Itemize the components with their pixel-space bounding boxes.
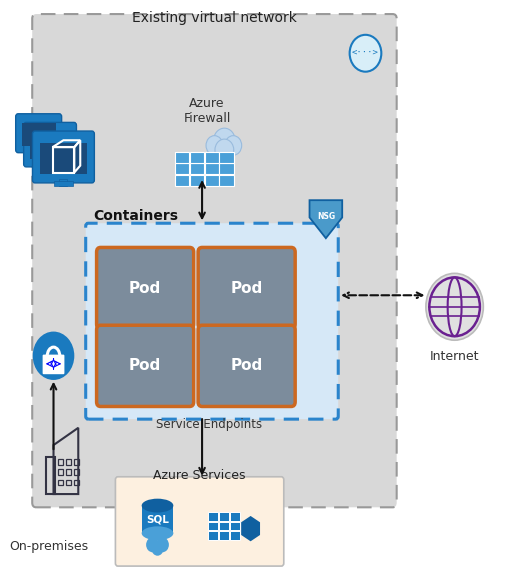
FancyBboxPatch shape [33,131,94,183]
FancyBboxPatch shape [189,175,204,186]
FancyBboxPatch shape [198,325,295,406]
FancyBboxPatch shape [97,325,194,406]
FancyBboxPatch shape [189,163,204,174]
FancyBboxPatch shape [219,175,234,186]
Circle shape [156,537,169,552]
FancyBboxPatch shape [230,531,240,540]
Text: Azure Services: Azure Services [153,468,246,482]
Circle shape [213,128,235,153]
Polygon shape [309,200,342,238]
FancyBboxPatch shape [205,175,219,186]
FancyBboxPatch shape [230,512,240,521]
FancyBboxPatch shape [230,522,240,530]
FancyBboxPatch shape [175,175,189,186]
Circle shape [146,537,159,552]
FancyBboxPatch shape [16,113,61,153]
FancyBboxPatch shape [205,152,219,163]
Text: Pod: Pod [129,281,161,295]
FancyBboxPatch shape [47,163,53,169]
Ellipse shape [142,499,173,512]
Circle shape [426,273,483,340]
Text: Internet: Internet [430,350,480,363]
FancyBboxPatch shape [86,223,338,419]
Text: SQL: SQL [146,514,169,525]
Text: Pod: Pod [231,281,263,295]
FancyBboxPatch shape [175,163,189,174]
Text: Existing virtual network: Existing virtual network [132,10,297,24]
Circle shape [151,542,164,556]
FancyBboxPatch shape [43,354,65,374]
Text: Pod: Pod [231,358,263,373]
Text: Pod: Pod [129,358,161,373]
Circle shape [206,135,223,155]
FancyBboxPatch shape [205,163,219,174]
FancyBboxPatch shape [175,152,189,163]
Polygon shape [241,516,260,541]
FancyBboxPatch shape [31,151,46,154]
Circle shape [350,35,382,72]
FancyBboxPatch shape [219,531,229,540]
FancyBboxPatch shape [32,14,397,507]
Circle shape [215,139,234,161]
Text: Containers: Containers [93,209,178,223]
FancyBboxPatch shape [219,152,234,163]
Ellipse shape [142,526,173,540]
Text: <···>: <···> [352,49,379,58]
FancyBboxPatch shape [36,149,42,154]
FancyBboxPatch shape [115,477,284,566]
FancyBboxPatch shape [42,165,58,169]
Text: Azure
Firewall: Azure Firewall [183,97,231,125]
FancyBboxPatch shape [189,152,204,163]
Circle shape [225,135,242,155]
FancyBboxPatch shape [219,163,234,174]
FancyBboxPatch shape [198,247,295,329]
FancyBboxPatch shape [53,181,73,186]
FancyBboxPatch shape [219,512,229,521]
Circle shape [33,332,74,380]
FancyBboxPatch shape [219,522,229,530]
FancyBboxPatch shape [40,142,87,174]
FancyBboxPatch shape [208,522,218,530]
FancyBboxPatch shape [208,512,218,521]
FancyBboxPatch shape [208,531,218,540]
FancyBboxPatch shape [30,133,70,159]
FancyBboxPatch shape [24,122,76,167]
FancyBboxPatch shape [22,123,55,146]
Polygon shape [142,505,173,533]
Text: On-premises: On-premises [9,540,88,553]
Text: NSG: NSG [317,212,335,221]
Text: Service Endpoints: Service Endpoints [156,419,263,431]
FancyBboxPatch shape [59,179,68,186]
FancyBboxPatch shape [97,247,194,329]
